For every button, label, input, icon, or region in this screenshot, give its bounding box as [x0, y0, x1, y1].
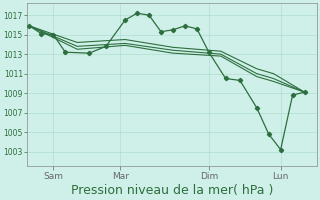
X-axis label: Pression niveau de la mer( hPa ): Pression niveau de la mer( hPa ) [71, 184, 273, 197]
